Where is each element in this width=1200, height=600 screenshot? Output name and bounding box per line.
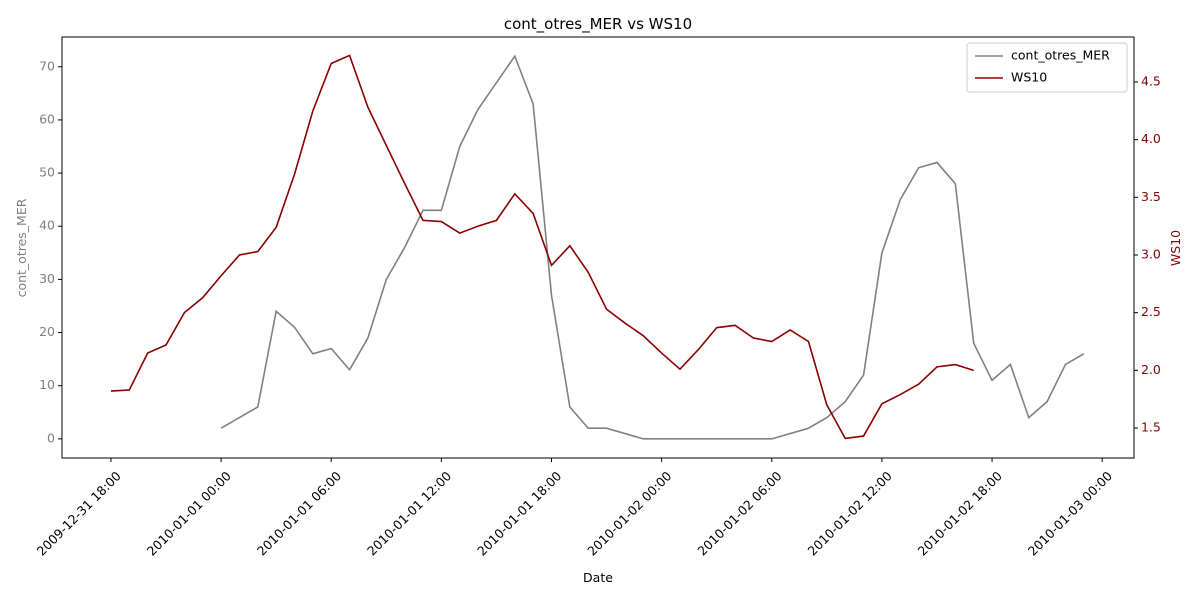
y-tick-label: 40	[39, 218, 55, 233]
y2-tick-label: 2.0	[1141, 362, 1161, 377]
y-tick-label: 30	[39, 271, 55, 286]
legend-label: cont_otres_MER	[1011, 48, 1110, 63]
chart-title: cont_otres_MER vs WS10	[504, 15, 692, 34]
x-axis-label: Date	[583, 570, 613, 585]
y2-tick-label: 2.5	[1141, 304, 1161, 319]
legend-label: WS10	[1011, 70, 1047, 85]
y2-tick-label: 4.5	[1141, 73, 1161, 88]
x-tick-label: 2010-01-02 06:00	[694, 468, 784, 558]
x-tick-label: 2010-01-02 18:00	[915, 468, 1005, 558]
y2-tick-label: 3.5	[1141, 189, 1161, 204]
y2-tick-label: 4.0	[1141, 131, 1161, 146]
series-line	[220, 54, 1085, 440]
y-tick-label: 70	[39, 58, 55, 73]
legend-box	[966, 42, 1128, 93]
x-tick-label: 2010-01-01 00:00	[144, 468, 234, 558]
y-tick-label: 0	[47, 430, 55, 445]
x-tick-label: 2010-01-02 12:00	[805, 468, 895, 558]
y-tick-label: 10	[39, 377, 55, 392]
y2-axis-label: WS10	[1168, 230, 1183, 266]
y2-tick-label: 1.5	[1141, 420, 1161, 435]
x-tick-label: 2010-01-01 12:00	[364, 468, 454, 558]
x-tick-label: 2010-01-03 00:00	[1025, 468, 1115, 558]
plot-frame	[61, 36, 1135, 459]
y-tick-label: 20	[39, 324, 55, 339]
y-tick-label: 60	[39, 111, 55, 126]
x-tick-label: 2009-12-31 18:00	[34, 468, 124, 558]
y-axis-label: cont_otres_MER	[14, 198, 29, 297]
x-tick-label: 2010-01-01 06:00	[254, 468, 344, 558]
y-tick-label: 50	[39, 165, 55, 180]
x-tick-label: 2010-01-02 00:00	[584, 468, 674, 558]
x-tick-label: 2010-01-01 18:00	[474, 468, 564, 558]
series-line	[110, 54, 974, 440]
y2-tick-label: 3.0	[1141, 246, 1161, 261]
